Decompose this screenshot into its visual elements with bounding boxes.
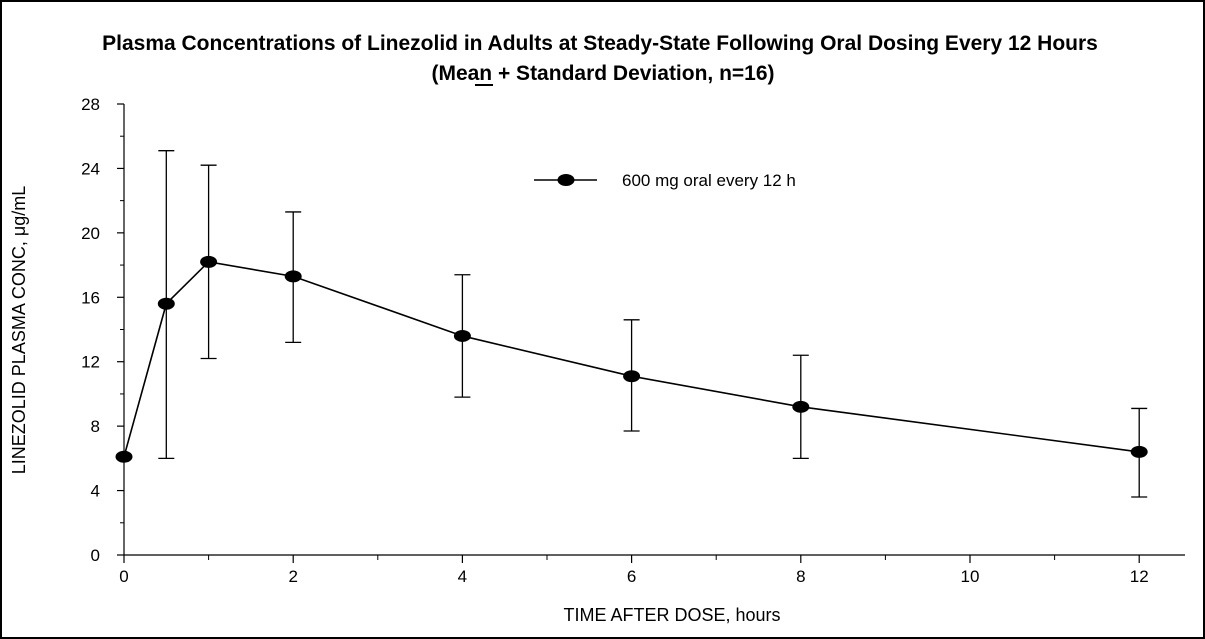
x-tick-label: 0 bbox=[119, 567, 128, 586]
chart-subtitle: (Mean + Standard Deviation, n=16) bbox=[431, 62, 774, 85]
x-tick-label: 8 bbox=[796, 567, 805, 586]
series-line bbox=[123, 260, 1140, 457]
y-tick-label: 20 bbox=[81, 224, 100, 243]
data-point bbox=[792, 400, 810, 413]
x-axis-label: TIME AFTER DOSE, hours bbox=[563, 605, 780, 625]
data-point bbox=[115, 450, 133, 463]
legend-marker bbox=[557, 174, 575, 186]
data-point bbox=[453, 329, 471, 342]
y-tick-label: 12 bbox=[81, 353, 100, 372]
series-layer bbox=[115, 150, 1148, 498]
x-tick-label: 2 bbox=[288, 567, 297, 586]
x-tick-label: 4 bbox=[458, 567, 467, 586]
data-point bbox=[284, 270, 302, 283]
y-tick-label: 24 bbox=[81, 159, 100, 178]
y-tick-label: 4 bbox=[91, 482, 100, 501]
y-axis-label: LINEZOLID PLASMA CONC, μg/mL bbox=[9, 186, 29, 474]
data-point bbox=[157, 297, 175, 310]
data-point bbox=[623, 370, 641, 383]
legend: 600 mg oral every 12 h bbox=[534, 171, 796, 190]
x-tick-label: 10 bbox=[961, 567, 980, 586]
y-tick-label: 28 bbox=[81, 95, 100, 114]
data-point bbox=[200, 255, 218, 268]
x-tick-label: 6 bbox=[627, 567, 636, 586]
legend-label: 600 mg oral every 12 h bbox=[622, 171, 796, 190]
y-tick-label: 0 bbox=[91, 546, 100, 565]
x-tick-label: 12 bbox=[1130, 567, 1149, 586]
data-point bbox=[1130, 445, 1148, 458]
tick-marks bbox=[117, 103, 1140, 563]
y-tick-label: 8 bbox=[91, 417, 100, 436]
chart-title: Plasma Concentrations of Linezolid in Ad… bbox=[102, 32, 1098, 55]
y-tick-label: 16 bbox=[81, 288, 100, 307]
